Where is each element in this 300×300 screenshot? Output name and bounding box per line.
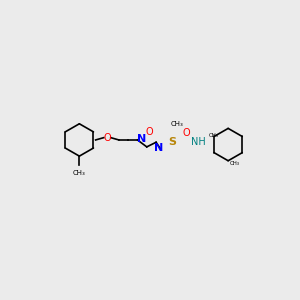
Text: S: S [168,137,176,147]
Text: CH₃: CH₃ [209,133,219,138]
Text: N: N [154,143,163,153]
Text: O: O [182,128,190,138]
Text: O: O [145,127,153,137]
Text: O: O [103,133,111,142]
Text: CH₃: CH₃ [171,121,183,127]
Text: NH: NH [190,137,205,147]
Text: N: N [137,134,147,144]
Text: CH₃: CH₃ [230,160,240,166]
Text: CH₃: CH₃ [73,170,86,176]
